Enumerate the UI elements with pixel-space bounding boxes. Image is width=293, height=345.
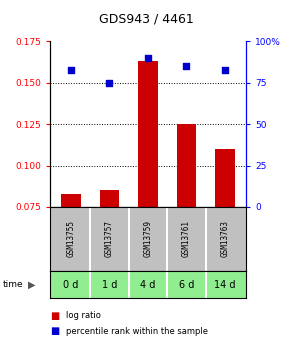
Text: GSM13759: GSM13759 xyxy=(144,220,152,257)
Text: ■: ■ xyxy=(50,311,59,321)
Bar xyxy=(61,194,81,207)
Point xyxy=(223,67,227,72)
Text: GSM13761: GSM13761 xyxy=(182,220,191,257)
Text: 4 d: 4 d xyxy=(140,280,156,289)
Point xyxy=(184,63,189,69)
Point xyxy=(69,67,73,72)
Text: ▶: ▶ xyxy=(28,280,35,289)
Point xyxy=(146,55,150,61)
Text: GSM13757: GSM13757 xyxy=(105,220,114,257)
Text: percentile rank within the sample: percentile rank within the sample xyxy=(66,327,208,336)
Text: 0 d: 0 d xyxy=(63,280,79,289)
Text: GSM13755: GSM13755 xyxy=(67,220,76,257)
Bar xyxy=(138,61,158,207)
Text: 1 d: 1 d xyxy=(102,280,117,289)
Point xyxy=(107,80,112,86)
Text: time: time xyxy=(3,280,23,289)
Text: ■: ■ xyxy=(50,326,59,336)
Text: 6 d: 6 d xyxy=(179,280,194,289)
Text: log ratio: log ratio xyxy=(66,311,101,320)
Bar xyxy=(100,190,119,207)
Text: GDS943 / 4461: GDS943 / 4461 xyxy=(99,12,194,25)
Text: 14 d: 14 d xyxy=(214,280,236,289)
Bar xyxy=(177,124,196,207)
Bar xyxy=(215,149,235,207)
Text: GSM13763: GSM13763 xyxy=(220,220,229,257)
